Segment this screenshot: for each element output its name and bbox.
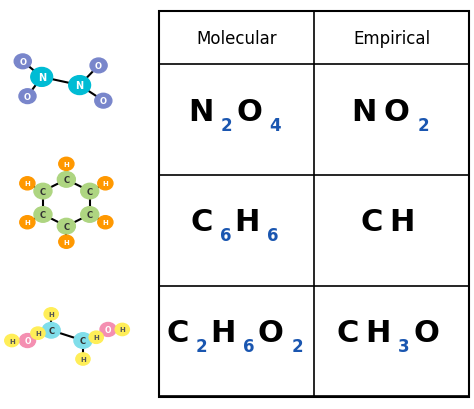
- Text: O: O: [105, 325, 111, 334]
- Text: N: N: [37, 73, 46, 83]
- Text: H: H: [210, 318, 236, 347]
- Bar: [159, 12, 469, 397]
- Text: 3: 3: [398, 337, 410, 355]
- Text: O: O: [258, 318, 284, 347]
- Circle shape: [20, 216, 35, 229]
- Circle shape: [89, 331, 103, 344]
- Text: C: C: [48, 326, 54, 335]
- Text: 6: 6: [243, 337, 255, 355]
- Circle shape: [74, 333, 92, 348]
- Text: C: C: [361, 208, 383, 237]
- Text: C: C: [40, 187, 46, 196]
- Circle shape: [34, 207, 52, 222]
- Text: H: H: [102, 181, 108, 187]
- Text: 2: 2: [195, 337, 207, 355]
- Circle shape: [95, 94, 112, 109]
- Text: Empirical: Empirical: [353, 30, 430, 48]
- Text: N: N: [351, 98, 376, 126]
- Text: C: C: [87, 211, 93, 219]
- Text: C: C: [191, 208, 213, 237]
- Text: 2: 2: [221, 116, 233, 134]
- Text: H: H: [235, 208, 260, 237]
- Circle shape: [19, 334, 36, 348]
- Text: 6: 6: [267, 227, 279, 245]
- Text: O: O: [384, 98, 410, 126]
- Text: C: C: [40, 211, 46, 219]
- Text: H: H: [25, 220, 30, 226]
- Circle shape: [98, 216, 113, 229]
- Text: N: N: [188, 98, 214, 126]
- Circle shape: [59, 236, 74, 249]
- Text: H: H: [64, 239, 69, 245]
- Text: H: H: [25, 181, 30, 187]
- Text: 4: 4: [270, 116, 281, 134]
- Text: H: H: [9, 338, 15, 344]
- Circle shape: [90, 59, 107, 74]
- Text: C: C: [166, 318, 189, 347]
- Text: H: H: [80, 356, 86, 362]
- Circle shape: [34, 184, 52, 199]
- Text: H: H: [64, 162, 69, 167]
- Text: H: H: [35, 330, 41, 336]
- Circle shape: [44, 308, 58, 320]
- Circle shape: [98, 178, 113, 191]
- Circle shape: [69, 76, 91, 95]
- Circle shape: [19, 90, 36, 104]
- Text: H: H: [119, 327, 125, 333]
- Text: H: H: [365, 318, 391, 347]
- Text: C: C: [337, 318, 359, 347]
- Circle shape: [5, 335, 19, 347]
- Circle shape: [57, 172, 75, 188]
- Text: H: H: [48, 311, 54, 317]
- Text: H: H: [390, 208, 415, 237]
- Circle shape: [59, 158, 74, 171]
- Circle shape: [81, 207, 99, 222]
- Circle shape: [115, 324, 129, 336]
- Text: H: H: [102, 220, 108, 226]
- Text: O: O: [95, 62, 102, 71]
- Circle shape: [14, 55, 31, 70]
- Circle shape: [20, 178, 35, 191]
- Text: H: H: [93, 335, 99, 340]
- Text: O: O: [236, 98, 262, 126]
- Text: 6: 6: [219, 227, 231, 245]
- Text: C: C: [64, 222, 69, 231]
- Circle shape: [100, 323, 116, 337]
- Text: O: O: [413, 318, 439, 347]
- Text: O: O: [24, 92, 31, 101]
- Text: O: O: [19, 58, 26, 67]
- Text: 2: 2: [417, 116, 429, 134]
- Circle shape: [76, 353, 90, 365]
- Text: C: C: [64, 175, 69, 184]
- Text: N: N: [75, 81, 84, 91]
- Text: C: C: [80, 336, 86, 345]
- Circle shape: [31, 68, 53, 87]
- Text: Molecular: Molecular: [196, 30, 277, 48]
- Circle shape: [31, 327, 45, 339]
- Text: O: O: [100, 97, 107, 106]
- Text: O: O: [24, 336, 31, 345]
- Circle shape: [81, 184, 99, 199]
- Text: 2: 2: [292, 337, 303, 355]
- Circle shape: [42, 323, 60, 338]
- Text: C: C: [87, 187, 93, 196]
- Circle shape: [57, 219, 75, 234]
